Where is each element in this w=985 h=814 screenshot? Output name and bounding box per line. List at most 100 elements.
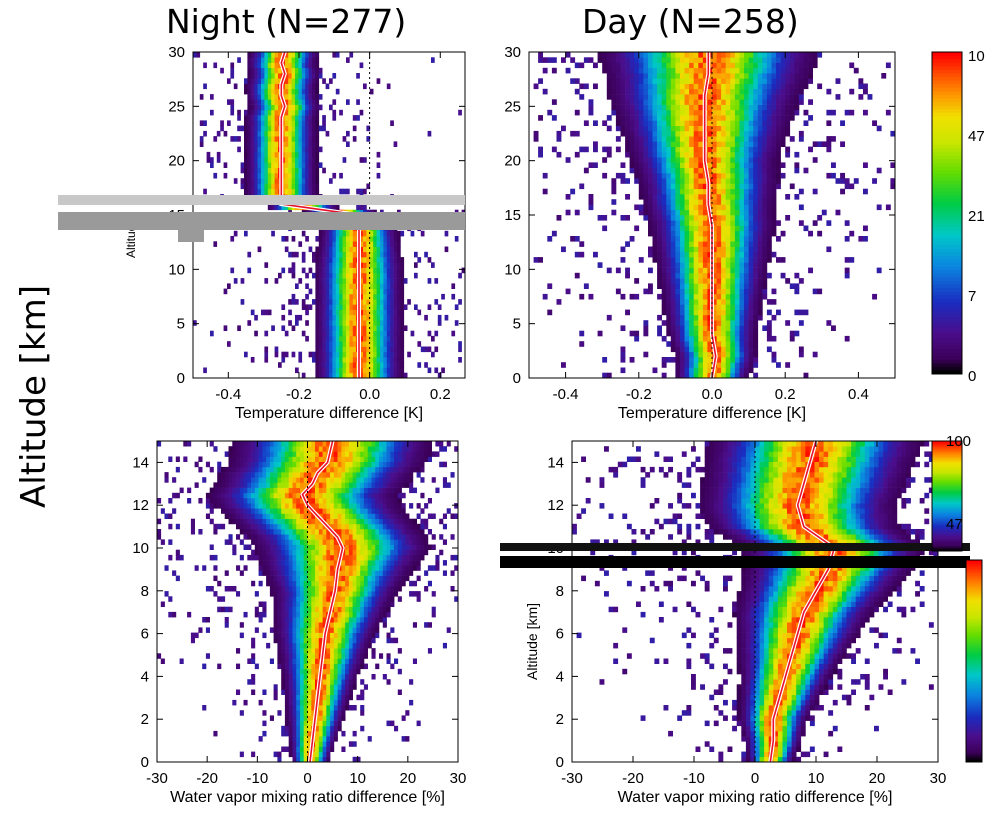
heatmap-cell — [397, 236, 401, 242]
heatmap-cell — [281, 637, 286, 644]
heatmap-cell — [634, 167, 640, 174]
heatmap-cell — [250, 157, 255, 163]
heatmap-cell — [267, 183, 272, 190]
heatmap-cell — [872, 293, 877, 300]
heatmap-cell — [689, 204, 694, 211]
heatmap-cell — [315, 262, 320, 268]
heatmap-cell — [376, 162, 381, 168]
heatmap-cell — [652, 204, 658, 211]
heatmap-cell — [326, 710, 331, 716]
heatmap-cell — [638, 172, 644, 179]
heatmap-cell — [342, 304, 347, 310]
heatmap-cell — [298, 52, 303, 58]
heatmap-cell — [721, 304, 726, 310]
heatmap-cell — [803, 73, 809, 79]
y-tick-label: 0 — [513, 370, 521, 387]
heatmap-cell — [670, 209, 676, 216]
heatmap-cell — [352, 262, 357, 268]
heatmap-cell — [593, 141, 598, 147]
heatmap-cell — [337, 627, 342, 633]
heatmap-cell — [716, 372, 722, 379]
heatmap-cell — [753, 325, 759, 331]
heatmap-cell — [661, 335, 667, 342]
heatmap-cell — [579, 146, 585, 153]
heatmap-cell — [670, 215, 676, 221]
heatmap-cell — [652, 67, 658, 74]
heatmap-cell — [307, 653, 312, 659]
heatmap-cell — [648, 62, 653, 69]
heatmap-cell — [284, 684, 289, 690]
heatmap-cell — [615, 67, 621, 74]
heatmap-cell — [274, 57, 279, 63]
heatmap-cell — [303, 642, 308, 649]
heatmap-cell — [638, 178, 644, 184]
heatmap-cell — [652, 73, 658, 79]
heatmap-cell — [648, 125, 653, 132]
heatmap-cell — [303, 689, 308, 695]
heatmap-cell — [753, 278, 759, 284]
heatmap-cell — [748, 125, 754, 132]
heatmap-cell — [341, 611, 346, 618]
heatmap-cell — [757, 194, 763, 200]
heatmap-cell — [652, 162, 658, 168]
heatmap-cell — [346, 57, 350, 63]
heatmap-cell — [335, 372, 340, 379]
heatmap-cell — [817, 288, 823, 295]
heatmap-cell — [721, 194, 726, 200]
heatmap-cell — [298, 162, 303, 168]
heatmap-cell — [345, 663, 350, 670]
heatmap-cell — [300, 648, 305, 654]
heatmap-cell — [693, 293, 699, 300]
heatmap-cell — [303, 617, 308, 623]
heatmap-cell — [757, 293, 763, 300]
heatmap-cell — [373, 346, 377, 353]
heatmap-cell — [789, 83, 795, 90]
heatmap-cell — [301, 251, 306, 258]
heatmap-cell — [305, 304, 309, 310]
heatmap-cell — [300, 580, 305, 587]
heatmap-cell — [698, 236, 704, 242]
heatmap-cell — [712, 120, 717, 126]
heatmap-cell — [288, 674, 293, 680]
heatmap-cell — [332, 257, 337, 263]
heatmap-cell — [221, 596, 226, 602]
heatmap-cell — [333, 611, 338, 618]
heatmap-cell — [666, 130, 672, 137]
heatmap-cell — [652, 141, 658, 147]
heatmap-cell — [684, 320, 690, 326]
heatmap-cell — [335, 330, 340, 337]
heatmap-cell — [721, 130, 726, 137]
heatmap-cell — [339, 241, 343, 247]
heatmap-cell — [689, 241, 694, 247]
heatmap-cell — [424, 622, 429, 628]
heatmap-cell — [330, 689, 335, 695]
heatmap-cell — [698, 246, 704, 253]
heatmap-cell — [620, 99, 626, 105]
heatmap-cell — [325, 314, 330, 321]
heatmap-cell — [716, 88, 722, 95]
heatmap-cell — [261, 172, 265, 179]
heatmap-cell — [359, 236, 364, 242]
heatmap-cell — [670, 293, 676, 300]
heatmap-cell — [730, 52, 736, 58]
heatmap-cell — [339, 362, 343, 368]
heatmap-cell — [337, 596, 342, 602]
heatmap-cell — [337, 591, 342, 597]
heatmap-cell — [739, 73, 745, 79]
heatmap-cell — [375, 611, 380, 618]
heatmap-cell — [301, 172, 306, 179]
heatmap-cell — [840, 178, 845, 184]
heatmap-cell — [716, 115, 722, 121]
heatmap-cell — [308, 151, 313, 158]
heatmap-cell — [561, 57, 566, 63]
heatmap-cell — [762, 104, 768, 111]
heatmap-cell — [574, 130, 580, 137]
heatmap-cell — [352, 341, 357, 347]
heatmap-cell — [315, 94, 320, 100]
heatmap-cell — [730, 320, 736, 326]
heatmap-cell — [284, 246, 289, 253]
heatmap-cell — [748, 314, 754, 321]
heatmap-cell — [684, 314, 690, 321]
heatmap-cell — [648, 99, 653, 105]
heatmap-cell — [335, 283, 340, 289]
